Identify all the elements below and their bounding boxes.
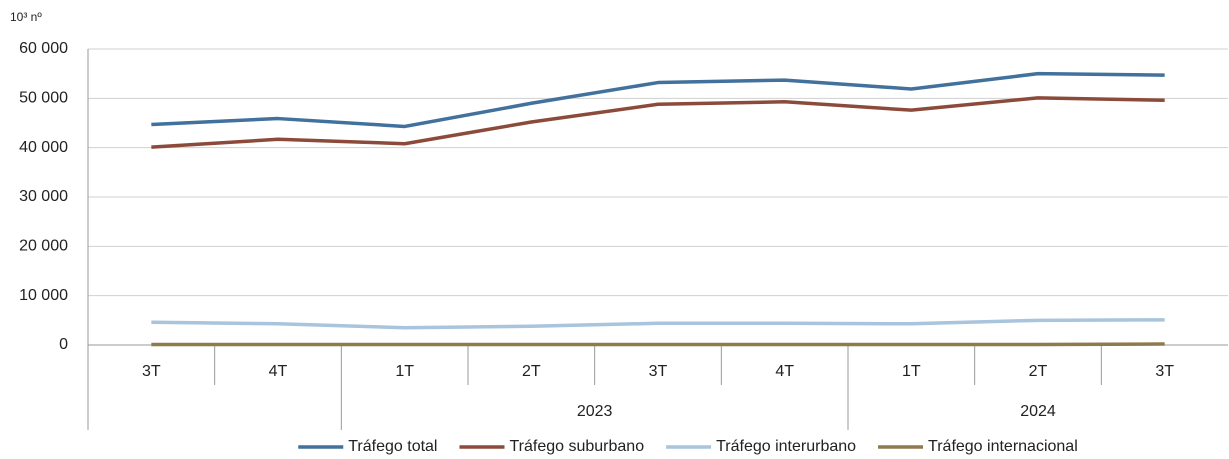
y-tick-label: 0	[59, 336, 68, 353]
x-tick-label: 4T	[775, 363, 794, 380]
y-tick-label: 40 000	[19, 139, 68, 156]
series-line	[151, 71, 1165, 129]
legend-label: Tráfego total	[348, 438, 437, 455]
legend-label: Tráfego interurbano	[716, 438, 856, 455]
x-tick-label: 2T	[1029, 363, 1048, 380]
y-tick-label: 20 000	[19, 238, 68, 255]
x-group-label: 2024	[1020, 403, 1056, 420]
x-tick-label: 3T	[649, 363, 668, 380]
x-group-label: 2023	[577, 403, 613, 420]
y-axis-label: 10³ nº	[10, 10, 42, 24]
y-tick-label: 30 000	[19, 188, 68, 205]
y-tick-label: 60 000	[19, 40, 68, 57]
series-line	[151, 318, 1165, 330]
x-tick-label: 3T	[1155, 363, 1174, 380]
y-tick-label: 50 000	[19, 90, 68, 107]
x-tick-label: 2T	[522, 363, 541, 380]
x-tick-label: 4T	[269, 363, 288, 380]
x-tick-label: 1T	[395, 363, 414, 380]
x-tick-label: 3T	[142, 363, 161, 380]
legend-label: Tráfego suburbano	[509, 438, 644, 455]
series-line	[151, 96, 1165, 149]
x-tick-label: 1T	[902, 363, 921, 380]
legend-label: Tráfego internacional	[928, 438, 1078, 455]
y-tick-label: 10 000	[19, 287, 68, 304]
